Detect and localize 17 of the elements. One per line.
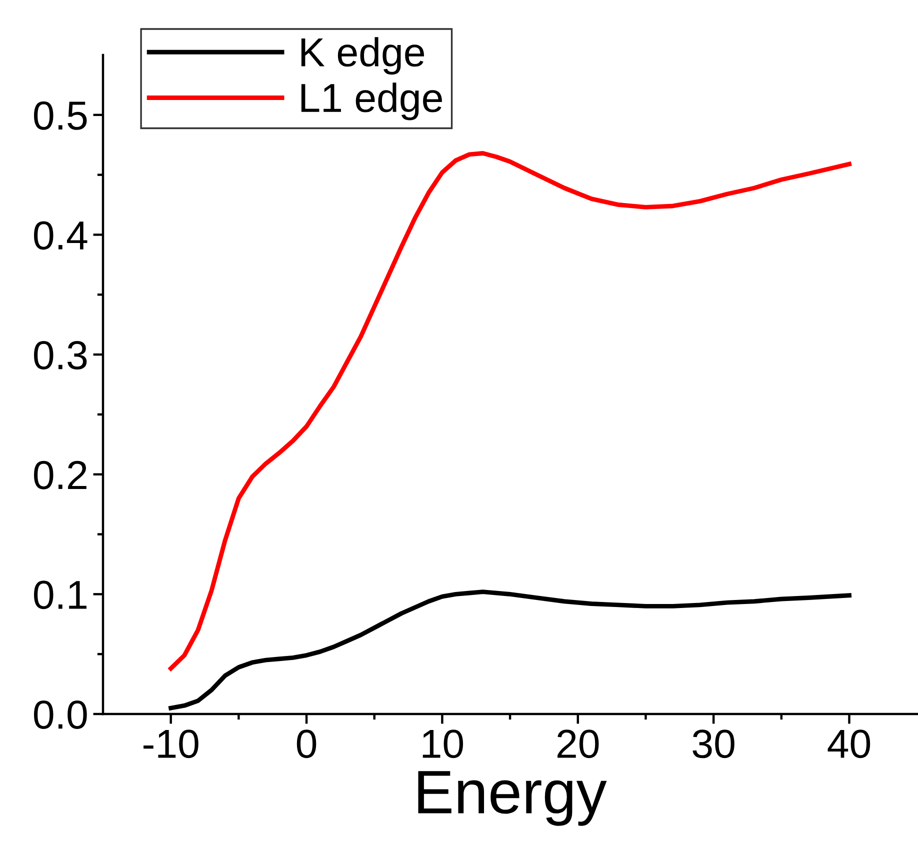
x-tick-label: 10	[422, 730, 464, 758]
y-tick-label: 0.2	[34, 460, 86, 490]
y-tick-label: 0.4	[34, 221, 88, 250]
x-tick-label: 20	[558, 730, 599, 758]
y-tick-label: 0.3	[34, 341, 87, 370]
x-axis-title: Energy	[418, 771, 607, 826]
y-tick-label: 0.0	[34, 700, 87, 729]
line-series	[168, 590, 852, 710]
y-tick-label: 0.1	[34, 580, 86, 610]
x-tick-label: -10	[144, 730, 198, 758]
legend-label: K edge	[301, 37, 424, 75]
y-tick-label: 0.5	[34, 101, 87, 130]
x-tick-label: 30	[692, 730, 734, 758]
line-series	[168, 151, 852, 671]
x-tick-label: 40	[828, 730, 870, 758]
legend-label: L1 edge	[301, 82, 442, 120]
x-tick-label: 0	[296, 730, 316, 758]
